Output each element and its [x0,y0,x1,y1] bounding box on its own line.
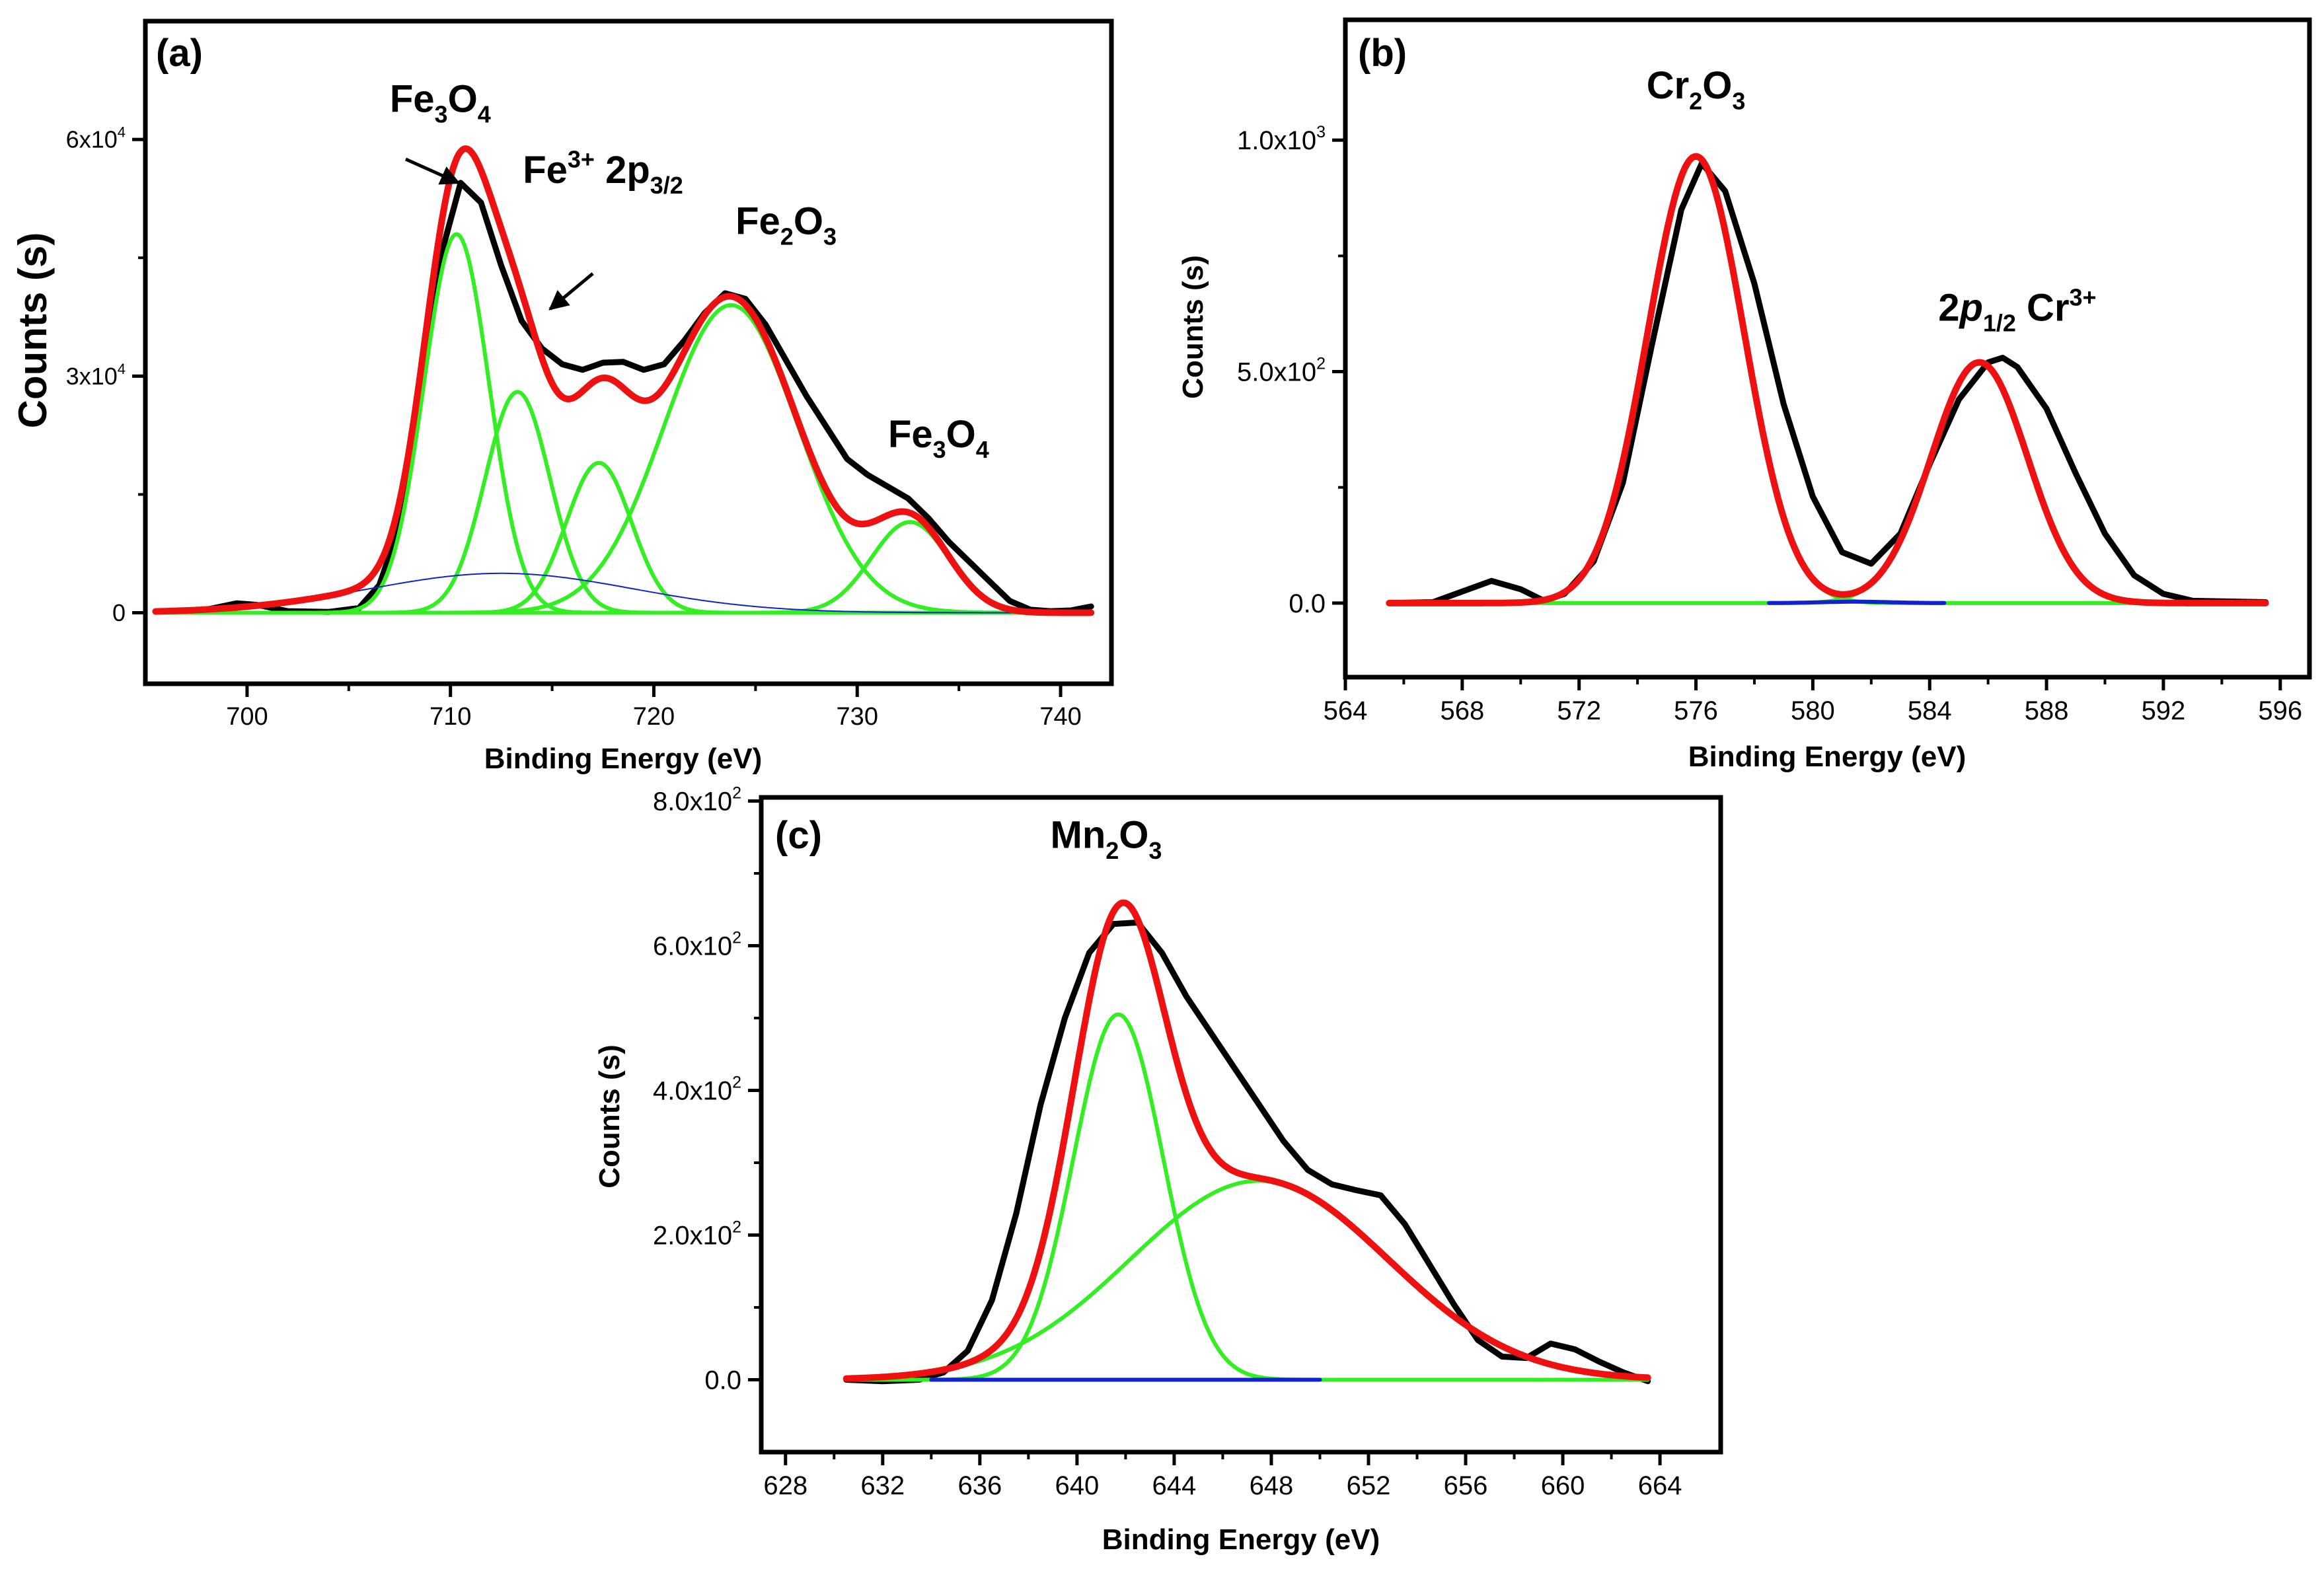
panel-b-y-tick-label: 5.0x102 [1237,355,1326,387]
panel-a-annotation: Fe3O4 [888,413,989,463]
panel-b-envelope-line-1 [1386,153,2269,606]
panel-a-envelope-line-1 [152,145,1095,616]
panel-c-y-tick-label: 4.0x102 [653,1073,741,1105]
panel-a-arrow [404,157,461,185]
panel-c-x-tick-label: 648 [1250,1471,1294,1500]
panel-b-x-tick-label: 572 [1557,696,1601,725]
panel-c-y-tick-label: 8.0x102 [653,784,741,816]
panel-c-plot-area [843,899,1651,1385]
panel-b-frame [1343,17,2312,680]
panel-c-frame [759,795,1723,1455]
panel-b-y-tick-label: 1.0x103 [1237,123,1326,155]
panel-a-annotation: Fe3O4 [390,77,491,128]
panel-a-background-line-7 [155,572,1092,614]
panel-a-x-tick-label: 730 [837,703,878,731]
panel-c-x-tick-label: 636 [957,1471,1002,1500]
panel-b-ylabel: Counts (s) [1177,255,1209,399]
panel-a-x-tick-label: 710 [430,703,471,731]
panel-c-component-line-2 [844,1012,1650,1382]
panel-a-x-tick-label: 720 [633,703,675,731]
panel-c-y-tick-label: 2.0x102 [653,1218,741,1250]
panel-b-background-line-4 [1767,599,1947,605]
panel-a-arrow [548,272,594,311]
panel-c-raw-line-0 [843,919,1651,1385]
panel-a-component-line-5 [153,303,1094,615]
panel-a-plot-area [152,145,1095,616]
panel-a-label: (a) [156,32,203,75]
panel-b-component-line-3 [1387,360,2268,605]
panel-b: (b) Counts (s) Binding Energy (eV) 564 56… [1177,17,2312,773]
panel-a-y-tick-label: 0 [112,599,126,626]
panel-b-x-tick-label: 568 [1440,696,1484,725]
panel-c-envelope-line-1 [843,899,1651,1382]
panel-c: (c) Counts (s) Binding Energy (eV) 628 63… [593,784,1723,1556]
panel-a-ylabel: Counts (s) [11,233,55,429]
panel-c-ylabel: Counts (s) [593,1044,626,1188]
panel-a-x-tick-label: 740 [1039,703,1081,731]
panel-c-y-tick-label: 6.0x102 [653,928,741,961]
panel-b-x-tick-label: 584 [1908,696,1952,725]
panel-b-xlabel: Binding Energy (eV) [1688,741,1966,773]
panel-a-y-tick-label: 6x104 [66,124,126,153]
panel-b-annotation: Cr2O3 [1647,64,1746,114]
panel-a-xlabel: Binding Energy (eV) [484,743,762,775]
panel-c-x-tick-label: 632 [860,1471,905,1500]
panel-b-raw-line-0 [1386,160,2269,606]
panel-c-x-tick-label: 656 [1444,1471,1488,1500]
panel-c-x-tick-label: 644 [1152,1471,1197,1500]
panel-a-annotation: Fe3+ 2p3/2 [523,146,683,199]
panel-b-x-tick-label: 588 [2025,696,2069,725]
panel-c-annotation: Mn2O3 [1051,814,1162,864]
panel-b-plot-area [1386,153,2269,606]
panel-c-x-tick-label: 660 [1541,1471,1585,1500]
panel-c-y-tick-label: 0.0 [704,1366,741,1395]
panel-b-y-tick-label: 0.0 [1289,589,1326,618]
panel-c-x-tick-label: 640 [1055,1471,1099,1500]
panel-b-x-tick-label: 592 [2142,696,2186,725]
panel-b-component-line-2 [1387,154,2268,605]
panel-a-raw-line-0 [163,180,1094,615]
panel-a-annotation: Fe2O3 [735,200,837,250]
panel-b-x-tick-label: 564 [1324,696,1368,725]
panel-a-frame [143,18,1114,686]
panel-c-x-tick-label: 652 [1347,1471,1391,1500]
panel-c-xlabel: Binding Energy (eV) [1102,1523,1380,1556]
panel-b-x-tick-label: 596 [2258,696,2302,725]
panel-a-x-tick-label: 700 [226,703,268,731]
panel-b-x-tick-label: 580 [1791,696,1835,725]
panel-a-component-line-4 [153,460,1094,615]
panel-a-y-tick-label: 3x104 [66,361,126,390]
panel-b-x-tick-label: 576 [1674,696,1718,725]
panel-c-x-tick-label: 664 [1638,1471,1682,1500]
panel-c-label: (c) [775,814,822,857]
panel-a: (a) Counts (s) Binding Energy (eV) 700 71… [11,18,1114,775]
panel-b-label: (b) [1358,32,1407,75]
panel-c-x-tick-label: 628 [763,1471,807,1500]
panel-b-annotation: 2p1/2 Cr3+ [1938,283,2096,336]
